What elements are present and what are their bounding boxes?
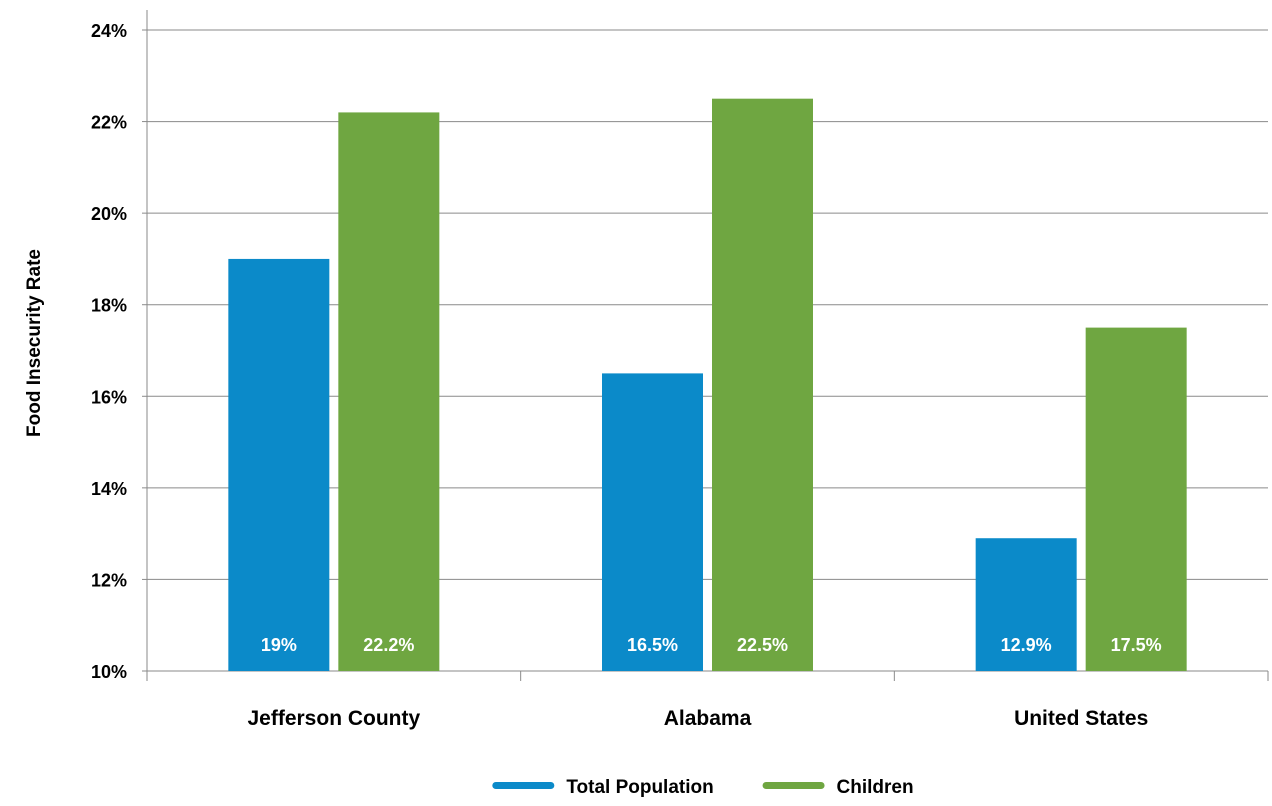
y-tick-label: 14%: [91, 479, 127, 499]
bar-total-population: [228, 258, 330, 671]
y-tick-label: 18%: [91, 296, 127, 316]
y-tick-label: 10%: [91, 662, 127, 682]
tick-labels: 10% 12% 14% 16% 18% 20% 22% 24% Jefferson County…: [91, 21, 1148, 730]
bar-data-label: 17.5%: [1111, 635, 1162, 655]
bars: [228, 98, 1187, 671]
y-tick-label: 20%: [91, 204, 127, 224]
y-tick-label: 12%: [91, 570, 127, 590]
axes: [142, 10, 1269, 681]
legend-label: Total Population: [566, 777, 713, 798]
legend-swatch: [762, 782, 825, 789]
bar-data-label: 22.5%: [737, 635, 788, 655]
x-category-label: United States: [1014, 707, 1148, 730]
x-category-label: Jefferson County: [247, 707, 420, 730]
bar-children: [1085, 327, 1187, 671]
bar-data-labels: 19% 22.2% 16.5% 22.5% 12.9% 17.5%: [261, 635, 1162, 655]
bar-data-label: 16.5%: [627, 635, 678, 655]
bar-children: [712, 98, 813, 671]
legend-label: Children: [837, 777, 914, 798]
bar-data-label: 19%: [261, 635, 297, 655]
legend: Total Population Children: [492, 777, 914, 798]
bar-total-population: [975, 538, 1077, 671]
bar-children: [338, 112, 440, 671]
y-tick-label: 24%: [91, 21, 127, 41]
y-axis-title: Food Insecurity Rate: [24, 249, 45, 437]
bar-data-label: 12.9%: [1001, 635, 1052, 655]
bar-data-label: 22.2%: [363, 635, 414, 655]
gridlines: [147, 29, 1268, 580]
x-category-label: Alabama: [664, 707, 752, 730]
legend-swatch: [492, 782, 555, 789]
bar-total-population: [602, 373, 703, 671]
y-tick-label: 22%: [91, 113, 127, 133]
y-tick-label: 16%: [91, 387, 127, 407]
